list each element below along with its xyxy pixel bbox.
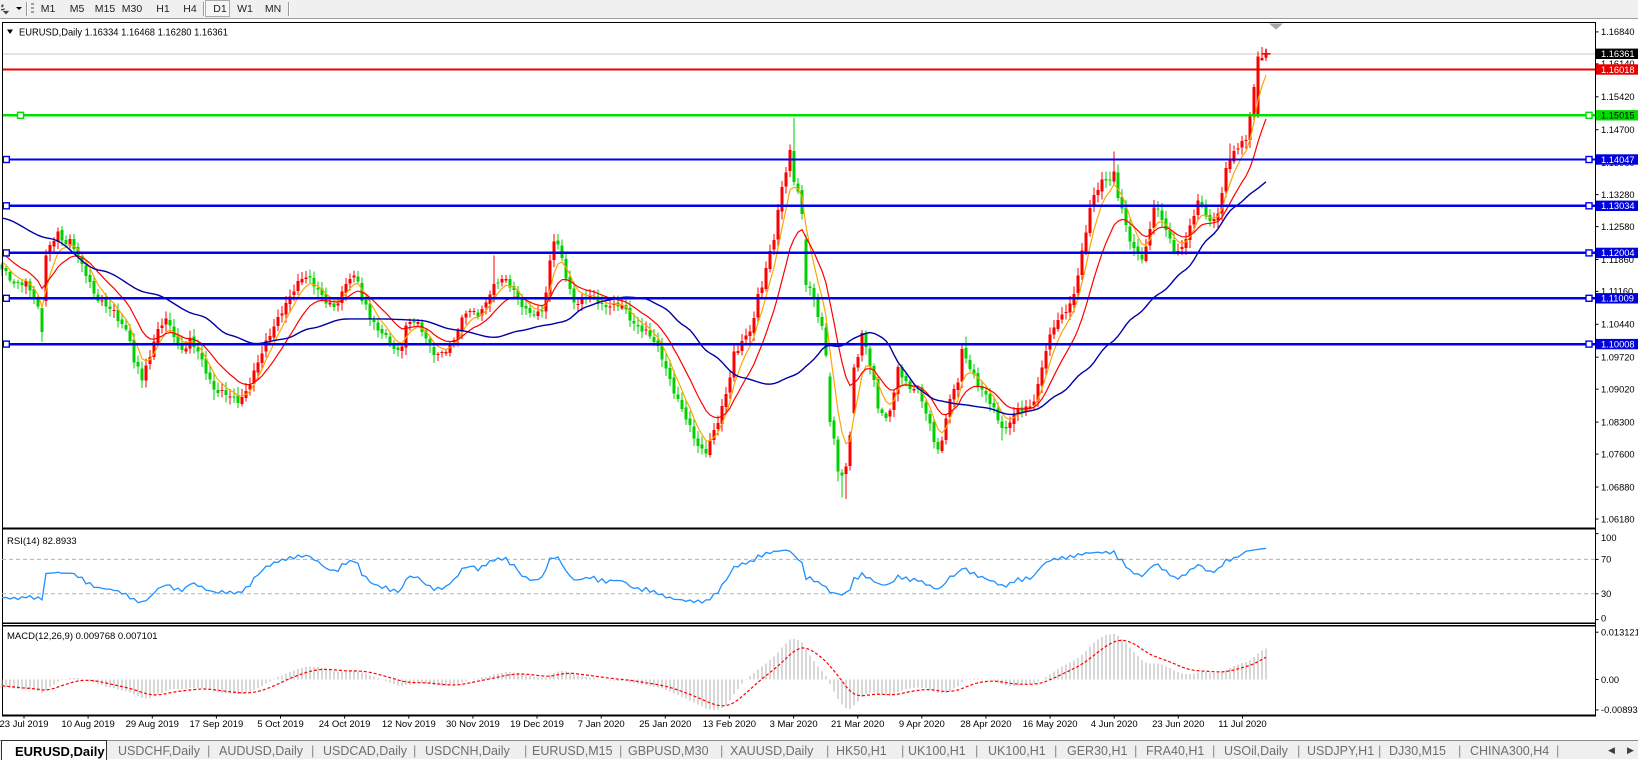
svg-text:29 Aug 2019: 29 Aug 2019 xyxy=(126,719,179,730)
svg-text:23 Jul 2019: 23 Jul 2019 xyxy=(0,719,49,730)
svg-text:1.16361: 1.16361 xyxy=(1601,49,1635,59)
svg-text:17 Sep 2019: 17 Sep 2019 xyxy=(189,719,243,730)
svg-text:30: 30 xyxy=(1601,589,1611,599)
svg-text:11 Jul 2020: 11 Jul 2020 xyxy=(1218,719,1266,730)
svg-text:19 Dec 2019: 19 Dec 2019 xyxy=(510,719,564,730)
svg-text:EURUSD,Daily 1.16334 1.16468: EURUSD,Daily 1.16334 1.16468 1.16280 1.1… xyxy=(19,27,228,39)
svg-text:1.09720: 1.09720 xyxy=(1601,353,1635,363)
svg-text:1.10008: 1.10008 xyxy=(1601,339,1635,349)
svg-text:1.10440: 1.10440 xyxy=(1601,320,1635,330)
svg-text:1.07600: 1.07600 xyxy=(1601,449,1635,459)
svg-text:1.12580: 1.12580 xyxy=(1601,222,1635,232)
svg-text:1.14047: 1.14047 xyxy=(1601,155,1635,165)
svg-text:1.16840: 1.16840 xyxy=(1601,27,1635,37)
svg-text:70: 70 xyxy=(1601,555,1611,565)
svg-text:1.12004: 1.12004 xyxy=(1601,248,1635,258)
svg-text:1.16018: 1.16018 xyxy=(1601,65,1635,75)
svg-text:0.013121: 0.013121 xyxy=(1601,628,1638,638)
svg-text:4 Jun 2020: 4 Jun 2020 xyxy=(1091,719,1138,730)
svg-text:-0.008933: -0.008933 xyxy=(1601,705,1638,715)
svg-text:0: 0 xyxy=(1601,613,1606,623)
svg-text:0.00: 0.00 xyxy=(1601,675,1619,685)
svg-text:30 Nov 2019: 30 Nov 2019 xyxy=(446,719,500,730)
svg-text:3 Mar 2020: 3 Mar 2020 xyxy=(770,719,818,730)
svg-text:25 Jan 2020: 25 Jan 2020 xyxy=(639,719,691,730)
svg-text:1.13280: 1.13280 xyxy=(1601,190,1635,200)
svg-text:1.11009: 1.11009 xyxy=(1601,294,1634,304)
svg-text:1.06880: 1.06880 xyxy=(1601,482,1635,492)
svg-text:21 Mar 2020: 21 Mar 2020 xyxy=(831,719,884,730)
svg-text:1.13034: 1.13034 xyxy=(1601,201,1635,211)
svg-text:1.06180: 1.06180 xyxy=(1601,514,1635,524)
svg-text:MACD(12,26,9) 0.009768 0.00710: MACD(12,26,9) 0.009768 0.007101 xyxy=(7,631,158,642)
svg-text:28 Apr 2020: 28 Apr 2020 xyxy=(960,719,1011,730)
svg-text:1.15420: 1.15420 xyxy=(1601,92,1635,102)
svg-text:1.08300: 1.08300 xyxy=(1601,417,1635,427)
svg-text:1.14700: 1.14700 xyxy=(1601,125,1635,135)
svg-text:24 Oct 2019: 24 Oct 2019 xyxy=(319,719,371,730)
svg-text:23 Jun 2020: 23 Jun 2020 xyxy=(1152,719,1204,730)
svg-text:5 Oct 2019: 5 Oct 2019 xyxy=(257,719,303,730)
svg-text:1.11860: 1.11860 xyxy=(1601,255,1634,265)
svg-text:13 Feb 2020: 13 Feb 2020 xyxy=(703,719,756,730)
svg-text:16 May 2020: 16 May 2020 xyxy=(1023,719,1078,730)
svg-text:9 Apr 2020: 9 Apr 2020 xyxy=(899,719,945,730)
svg-text:1.09020: 1.09020 xyxy=(1601,385,1635,395)
svg-text:1.15015: 1.15015 xyxy=(1601,111,1635,121)
svg-text:1.11160: 1.11160 xyxy=(1601,287,1633,297)
svg-text:1.16140: 1.16140 xyxy=(1601,59,1635,69)
svg-text:RSI(14) 82.8933: RSI(14) 82.8933 xyxy=(7,536,77,547)
svg-text:7 Jan 2020: 7 Jan 2020 xyxy=(578,719,625,730)
svg-text:10 Aug 2019: 10 Aug 2019 xyxy=(61,719,114,730)
svg-text:12 Nov 2019: 12 Nov 2019 xyxy=(382,719,436,730)
svg-text:100: 100 xyxy=(1601,533,1617,543)
